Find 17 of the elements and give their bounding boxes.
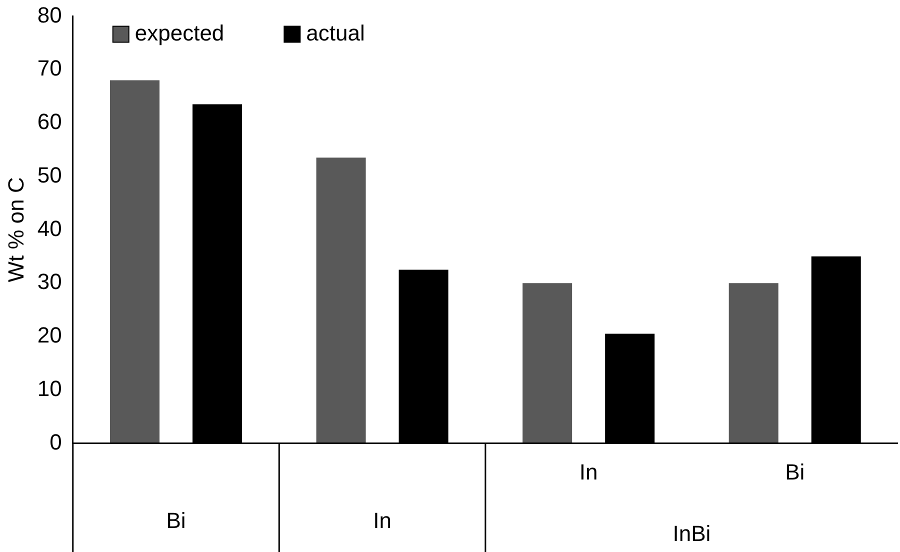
y-tick-label: 80 xyxy=(37,2,62,28)
x-tick-label: In xyxy=(579,459,598,484)
y-tick-label: 60 xyxy=(37,109,62,134)
y-tick-label: 70 xyxy=(37,56,62,81)
text: InBi xyxy=(672,521,711,546)
legend-label: actual xyxy=(306,20,365,46)
x-tick-label: Bi xyxy=(785,459,805,484)
y-axis-title: Wt % on C xyxy=(3,177,28,282)
y-tick-label: 40 xyxy=(37,216,62,241)
legend-label: expected xyxy=(134,20,224,46)
y-tick-label: 10 xyxy=(37,376,62,401)
x-tick-label: Bi xyxy=(166,508,186,533)
y-tick-label: 50 xyxy=(37,162,62,188)
y-tick-label: 20 xyxy=(37,322,62,348)
x-tick-label: In xyxy=(373,508,392,533)
y-tick-label: 0 xyxy=(50,429,62,454)
y-tick-label: 30 xyxy=(37,269,62,294)
